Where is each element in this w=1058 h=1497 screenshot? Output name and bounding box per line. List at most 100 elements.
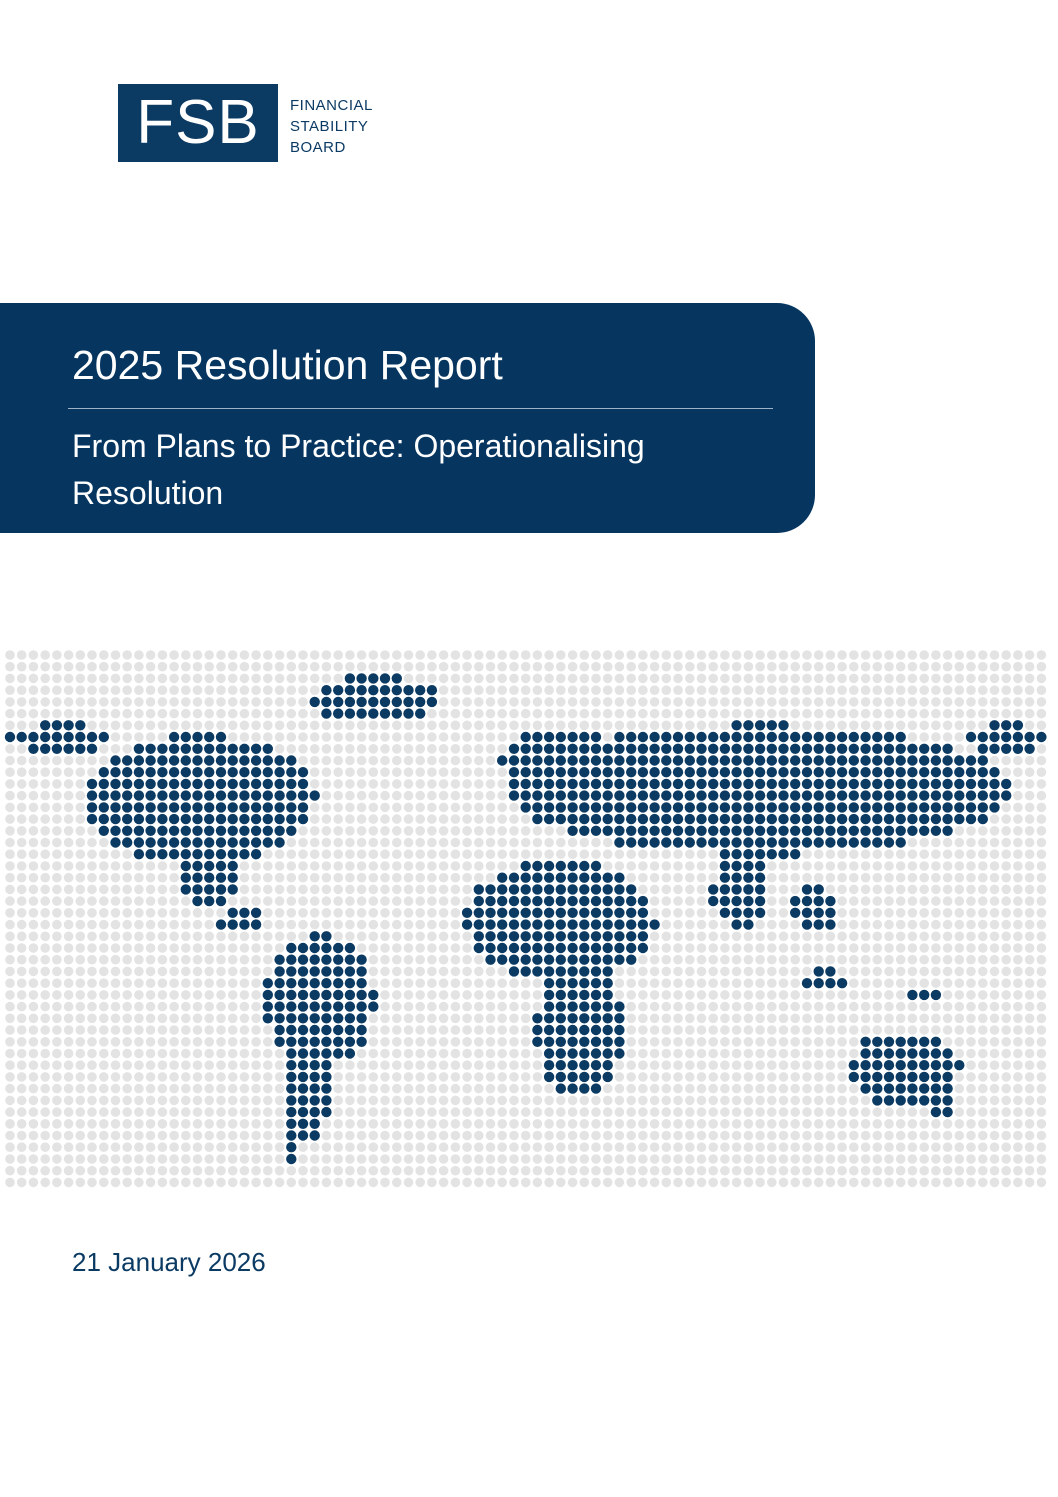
sea-dot [122, 1001, 132, 1012]
sea-dot [462, 1119, 472, 1129]
land-dot [286, 767, 297, 778]
sea-dot [497, 1060, 508, 1070]
land-dot [883, 743, 895, 754]
land-dot [227, 860, 238, 872]
land-dot [684, 837, 695, 848]
sea-dot [978, 1095, 988, 1106]
sea-dot [462, 978, 472, 988]
sea-dot [63, 931, 74, 942]
sea-dot [1001, 908, 1011, 918]
sea-dot [145, 966, 156, 977]
sea-dot [5, 931, 15, 942]
land-dot [555, 931, 566, 942]
sea-dot [743, 1095, 754, 1106]
sea-dot [474, 1119, 484, 1129]
sea-dot [52, 697, 62, 707]
land-dot [555, 802, 566, 813]
land-dot [543, 1013, 555, 1024]
sea-dot [75, 661, 86, 672]
sea-dot [438, 966, 449, 977]
sea-dot [145, 1130, 156, 1141]
sea-dot [638, 1083, 648, 1094]
sea-dot [708, 1025, 718, 1035]
sea-dot [1013, 943, 1023, 953]
sea-dot [274, 673, 285, 684]
land-dot [297, 1083, 309, 1094]
sea-dot [778, 954, 789, 965]
sea-dot [415, 908, 426, 918]
land-dot [860, 1036, 871, 1047]
land-dot [508, 942, 520, 954]
sea-dot [942, 697, 953, 707]
sea-dot [813, 1037, 824, 1047]
sea-dot [427, 673, 437, 684]
sea-dot [978, 1072, 988, 1082]
sea-dot [87, 1083, 97, 1094]
sea-dot [907, 978, 918, 988]
sea-dot [602, 861, 613, 871]
sea-dot [75, 826, 86, 836]
sea-dot [438, 1072, 449, 1082]
sea-dot [649, 1107, 660, 1117]
sea-dot [87, 673, 97, 684]
land-dot [626, 743, 637, 754]
sea-dot [989, 954, 1000, 965]
sea-dot [1024, 802, 1035, 813]
land-dot [286, 1060, 297, 1071]
sea-dot [849, 1001, 859, 1012]
sea-dot [16, 1001, 27, 1012]
sea-dot [122, 954, 132, 965]
sea-dot [274, 1095, 285, 1106]
sea-dot [427, 1154, 437, 1164]
sea-dot [403, 872, 414, 883]
sea-dot [755, 1083, 765, 1094]
sea-dot [755, 966, 765, 977]
sea-dot [157, 931, 168, 942]
land-dot [204, 813, 215, 825]
sea-dot [63, 1177, 74, 1188]
land-dot [75, 731, 86, 743]
sea-dot [75, 1177, 86, 1188]
sea-dot [227, 943, 238, 953]
land-dot [145, 837, 156, 848]
sea-dot [251, 990, 261, 1000]
sea-dot [474, 720, 484, 731]
sea-dot [192, 720, 203, 731]
land-dot [133, 813, 145, 825]
land-dot [98, 790, 110, 801]
sea-dot [145, 697, 156, 707]
sea-dot [321, 896, 332, 906]
sea-dot [497, 685, 508, 695]
land-dot [942, 1083, 953, 1094]
sea-dot [63, 1072, 74, 1082]
land-dot [555, 907, 566, 918]
sea-dot [392, 837, 402, 848]
sea-dot [251, 1154, 261, 1164]
land-dot [403, 696, 414, 708]
sea-dot [392, 896, 402, 906]
land-dot [672, 743, 684, 754]
sea-dot [778, 1165, 789, 1176]
sea-dot [16, 650, 27, 660]
sea-dot [978, 1165, 988, 1176]
sea-dot [978, 1154, 988, 1164]
sea-dot [1013, 1142, 1023, 1152]
sea-dot [110, 650, 121, 660]
sea-dot [251, 978, 261, 988]
land-dot [508, 790, 520, 801]
land-dot [250, 825, 262, 836]
sea-dot [392, 650, 402, 660]
sea-dot [63, 943, 74, 953]
sea-dot [661, 1107, 672, 1117]
sea-dot [263, 732, 273, 742]
land-dot [614, 790, 625, 801]
land-dot [930, 1106, 942, 1118]
sea-dot [239, 884, 250, 895]
sea-dot [321, 1177, 332, 1188]
sea-dot [602, 650, 613, 660]
sea-dot [274, 896, 285, 906]
land-dot [649, 825, 660, 836]
sea-dot [849, 1095, 859, 1106]
sea-dot [345, 919, 355, 930]
sea-dot [825, 720, 836, 731]
